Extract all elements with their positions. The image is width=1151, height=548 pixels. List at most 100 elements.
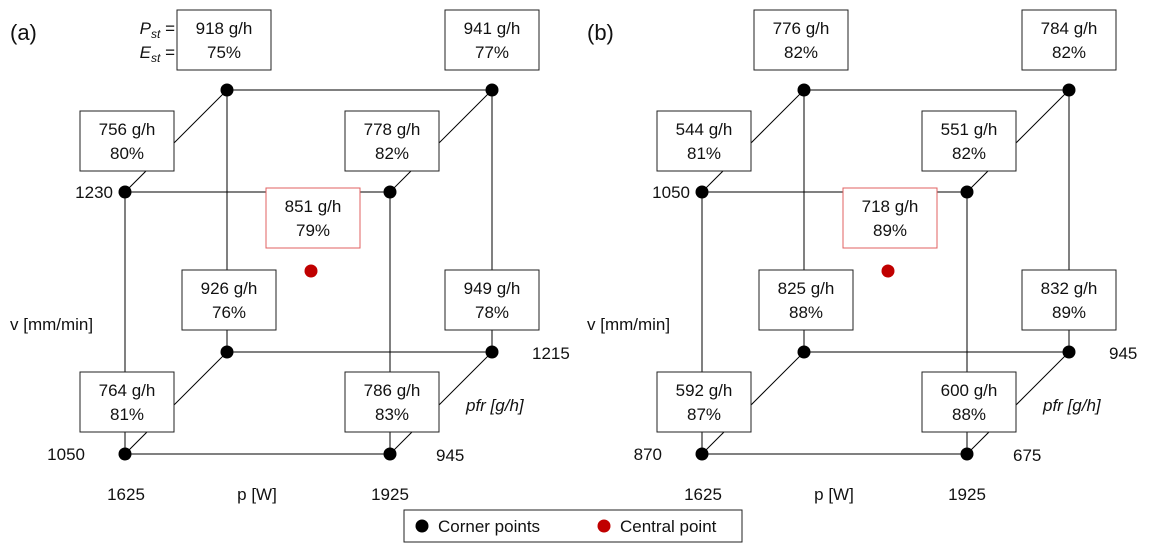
corner-point [797, 83, 811, 97]
box-front-top-right-value: 778 g/h [364, 120, 421, 139]
box-back-bottom-left-value: 926 g/h [201, 279, 258, 298]
axis-label-p: p [W] [814, 485, 854, 504]
pfr-level-high: 945 [1109, 344, 1137, 363]
corner-point [695, 447, 709, 461]
cube-edge [124, 351, 228, 455]
cube-edge [966, 351, 1070, 455]
axis-label-v: v [mm/min] [587, 315, 670, 334]
box-front-bottom-right [921, 371, 1017, 433]
box-front-top-right [344, 110, 440, 172]
box-back-bottom-right-value: 949 g/h [464, 279, 521, 298]
legend-corner-marker [415, 519, 429, 533]
box-front-top-left [79, 110, 175, 172]
corner-point [383, 447, 397, 461]
box-back-top-left [753, 9, 849, 71]
v-level-low: 1050 [47, 445, 85, 464]
box-front-bottom-left-efficiency: 87% [687, 405, 721, 424]
box-front-bottom-right-value: 786 g/h [364, 381, 421, 400]
box-center-efficiency: 79% [296, 221, 330, 240]
box-back-bottom-right [444, 269, 540, 331]
p-level-high: 1925 [371, 485, 409, 504]
v-level-high: 1050 [652, 183, 690, 202]
cube-edge [701, 351, 805, 455]
box-center-value: 718 g/h [862, 197, 919, 216]
corner-point [960, 185, 974, 199]
box-front-top-left-value: 544 g/h [676, 120, 733, 139]
cube-edge [124, 89, 228, 193]
p-level-high: 1925 [948, 485, 986, 504]
box-front-bottom-left-efficiency: 81% [110, 405, 144, 424]
corner-point [695, 185, 709, 199]
box-back-top-right-value: 784 g/h [1041, 19, 1098, 38]
box-back-bottom-left [181, 269, 277, 331]
box-back-top-left [176, 9, 272, 71]
pfr-level-low: 675 [1013, 446, 1041, 465]
corner-point [220, 345, 234, 359]
box-back-top-right [1021, 9, 1117, 71]
box-front-bottom-right [344, 371, 440, 433]
box-front-bottom-left-value: 764 g/h [99, 381, 156, 400]
legend-corner-label: Corner points [438, 517, 540, 536]
corner-point [383, 185, 397, 199]
box-back-top-right [444, 9, 540, 71]
box-back-top-left-value: 918 g/h [196, 19, 253, 38]
box-front-bottom-left-value: 592 g/h [676, 381, 733, 400]
box-back-top-right-efficiency: 82% [1052, 43, 1086, 62]
box-back-bottom-left [758, 269, 854, 331]
box-center-value: 851 g/h [285, 197, 342, 216]
central-point [304, 264, 318, 278]
box-back-top-right-value: 941 g/h [464, 19, 521, 38]
box-center [265, 187, 361, 249]
corner-point [1062, 83, 1076, 97]
box-back-bottom-left-value: 825 g/h [778, 279, 835, 298]
box-back-bottom-right-value: 832 g/h [1041, 279, 1098, 298]
axis-label-v: v [mm/min] [10, 315, 93, 334]
legend-central-marker [597, 519, 611, 533]
box-front-bottom-left [79, 371, 175, 433]
cube-edge [966, 89, 1070, 193]
box-center-efficiency: 89% [873, 221, 907, 240]
legend-central-label: Central point [620, 517, 717, 536]
box-front-top-right-efficiency: 82% [952, 144, 986, 163]
panel-label: (a) [10, 20, 37, 45]
cube-edge [389, 89, 493, 193]
box-front-bottom-left [656, 371, 752, 433]
box-front-top-left-efficiency: 80% [110, 144, 144, 163]
corner-point [118, 447, 132, 461]
row-label-pst: Pst = [140, 19, 175, 41]
box-back-bottom-left-efficiency: 88% [789, 303, 823, 322]
v-level-low: 870 [634, 445, 662, 464]
box-back-bottom-right [1021, 269, 1117, 331]
central-point [881, 264, 895, 278]
p-level-low: 1625 [684, 485, 722, 504]
v-level-high: 1230 [75, 183, 113, 202]
box-front-top-right-value: 551 g/h [941, 120, 998, 139]
corner-point [220, 83, 234, 97]
box-front-top-right [921, 110, 1017, 172]
box-front-top-left [656, 110, 752, 172]
corner-point [485, 345, 499, 359]
corner-point [960, 447, 974, 461]
box-back-top-left-value: 776 g/h [773, 19, 830, 38]
box-front-bottom-right-efficiency: 88% [952, 405, 986, 424]
box-back-top-left-efficiency: 75% [207, 43, 241, 62]
legend-box [403, 509, 743, 543]
box-back-bottom-left-efficiency: 76% [212, 303, 246, 322]
p-level-low: 1625 [107, 485, 145, 504]
corner-point [485, 83, 499, 97]
row-label-est: Est = [140, 43, 175, 65]
cube-edge [701, 89, 805, 193]
box-back-bottom-right-efficiency: 78% [475, 303, 509, 322]
pfr-level-low: 945 [436, 446, 464, 465]
corner-point [1062, 345, 1076, 359]
axis-label-pfr: pfr [g/h] [1042, 396, 1102, 415]
pfr-level-high: 1215 [532, 344, 570, 363]
corner-point [118, 185, 132, 199]
box-front-top-left-efficiency: 81% [687, 144, 721, 163]
box-front-top-left-value: 756 g/h [99, 120, 156, 139]
box-back-top-right-efficiency: 77% [475, 43, 509, 62]
axis-label-pfr: pfr [g/h] [465, 396, 525, 415]
panel-label: (b) [587, 20, 614, 45]
